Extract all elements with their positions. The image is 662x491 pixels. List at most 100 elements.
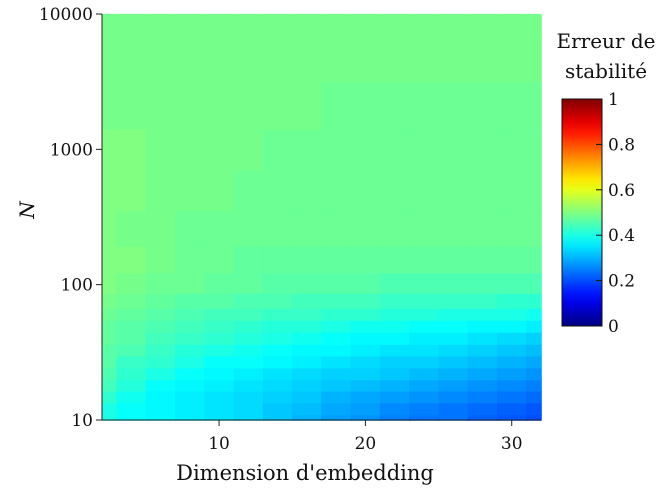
heatmap-cell — [409, 210, 440, 247]
heatmap-cell — [467, 367, 498, 381]
heatmap-cell — [409, 390, 440, 404]
heatmap-cell — [262, 355, 293, 369]
heatmap-cell — [350, 13, 381, 36]
heatmap-cell — [292, 331, 323, 345]
heatmap-cell — [262, 379, 293, 392]
heatmap-cell — [116, 355, 147, 369]
heatmap-cell — [526, 355, 542, 369]
heatmap-cell — [379, 245, 411, 274]
heatmap-cell — [233, 390, 264, 404]
heatmap-cell — [409, 169, 440, 212]
heatmap-cell — [379, 379, 411, 392]
heatmap-cell — [262, 307, 293, 321]
heatmap-cell — [175, 34, 206, 83]
heatmap-cell — [204, 402, 235, 416]
heatmap-cell — [204, 331, 235, 345]
heatmap-cell — [145, 81, 176, 130]
heatmap-cell — [526, 292, 542, 309]
colorbar-tick-label: 0.8 — [608, 135, 635, 155]
heatmap-cell — [409, 379, 440, 392]
heatmap-cell — [116, 34, 147, 83]
heatmap-cell — [496, 128, 528, 171]
heatmap-cell — [350, 81, 381, 130]
heatmap-cell — [350, 319, 381, 333]
heatmap-cell — [101, 169, 118, 212]
heatmap-cell — [262, 169, 293, 212]
heatmap-cell — [379, 13, 411, 36]
heatmap-cell — [526, 169, 542, 212]
heatmap-cell — [145, 13, 176, 36]
heatmap-cell — [526, 307, 542, 321]
heatmap-cell — [526, 34, 542, 83]
heatmap-cell — [233, 402, 264, 416]
heatmap-cell — [175, 272, 206, 294]
heatmap-cell — [496, 319, 528, 333]
heatmap-cell — [101, 210, 118, 247]
heatmap-cell — [262, 402, 293, 416]
heatmap-cell — [350, 272, 381, 294]
heatmap-cell — [145, 307, 176, 321]
heatmap-cell — [175, 13, 206, 36]
x-tick-label: 10 — [208, 434, 230, 454]
heatmap-cell — [438, 34, 469, 83]
heatmap-cell — [350, 34, 381, 83]
heatmap-cell — [101, 390, 118, 404]
heatmap-cell — [101, 81, 118, 130]
heatmap-cell — [116, 13, 147, 36]
heatmap-cell — [438, 355, 469, 369]
heatmap-cell — [350, 331, 381, 345]
heatmap-cell — [467, 13, 498, 36]
heatmap-cell — [116, 379, 147, 392]
heatmap-cell — [350, 344, 381, 357]
heatmap-cell — [145, 355, 176, 369]
heatmap-cell — [438, 210, 469, 247]
heatmap-cell — [233, 272, 264, 294]
x-axis: 10 20 30 Dimension d'embedding — [102, 419, 541, 485]
heatmap-cell — [145, 272, 176, 294]
heatmap-cell — [438, 272, 469, 294]
heatmap-cell — [101, 128, 118, 171]
heatmap-cell — [409, 292, 440, 309]
heatmap-cell — [204, 210, 235, 247]
heatmap-cell — [467, 81, 498, 130]
x-tick-label: 20 — [355, 434, 377, 454]
y-tick-label: 10000 — [39, 5, 93, 25]
heatmap-cell — [496, 272, 528, 294]
heatmap-cell — [175, 331, 206, 345]
heatmap-cell — [379, 331, 411, 345]
heatmap-cell — [101, 331, 118, 345]
heatmap-cell — [145, 390, 176, 404]
heatmap-cell — [204, 169, 235, 212]
heatmap-cell — [292, 355, 323, 369]
heatmap-cell — [292, 81, 323, 130]
heatmap-cell — [233, 367, 264, 381]
heatmap-cell — [145, 367, 176, 381]
heatmap-cell — [409, 331, 440, 345]
heatmap-cell — [467, 292, 498, 309]
heatmap-cell — [321, 331, 352, 345]
heatmap-cell — [496, 379, 528, 392]
heatmap-cell — [116, 169, 147, 212]
heatmap-cell — [262, 210, 293, 247]
heatmap-cell — [175, 81, 206, 130]
heatmap-cell — [438, 379, 469, 392]
heatmap-cell — [175, 169, 206, 212]
heatmap-cell — [379, 344, 411, 357]
heatmap-cell — [321, 367, 352, 381]
heatmap-cell — [438, 390, 469, 404]
heatmap-cell — [262, 367, 293, 381]
heatmap-cell — [496, 245, 528, 274]
heatmap-cell — [175, 390, 206, 404]
heatmap-cell — [526, 402, 542, 416]
heatmap-cell — [526, 272, 542, 294]
heatmap-cell — [496, 13, 528, 36]
heatmap-cell — [467, 169, 498, 212]
heatmap-cell — [101, 292, 118, 309]
heatmap-cell — [321, 390, 352, 404]
heatmap-cell — [496, 344, 528, 357]
heatmap-cell — [438, 402, 469, 416]
heatmap-cell — [233, 13, 264, 36]
heatmap-cell — [379, 292, 411, 309]
colorbar-tick-label: 0.6 — [608, 181, 635, 201]
